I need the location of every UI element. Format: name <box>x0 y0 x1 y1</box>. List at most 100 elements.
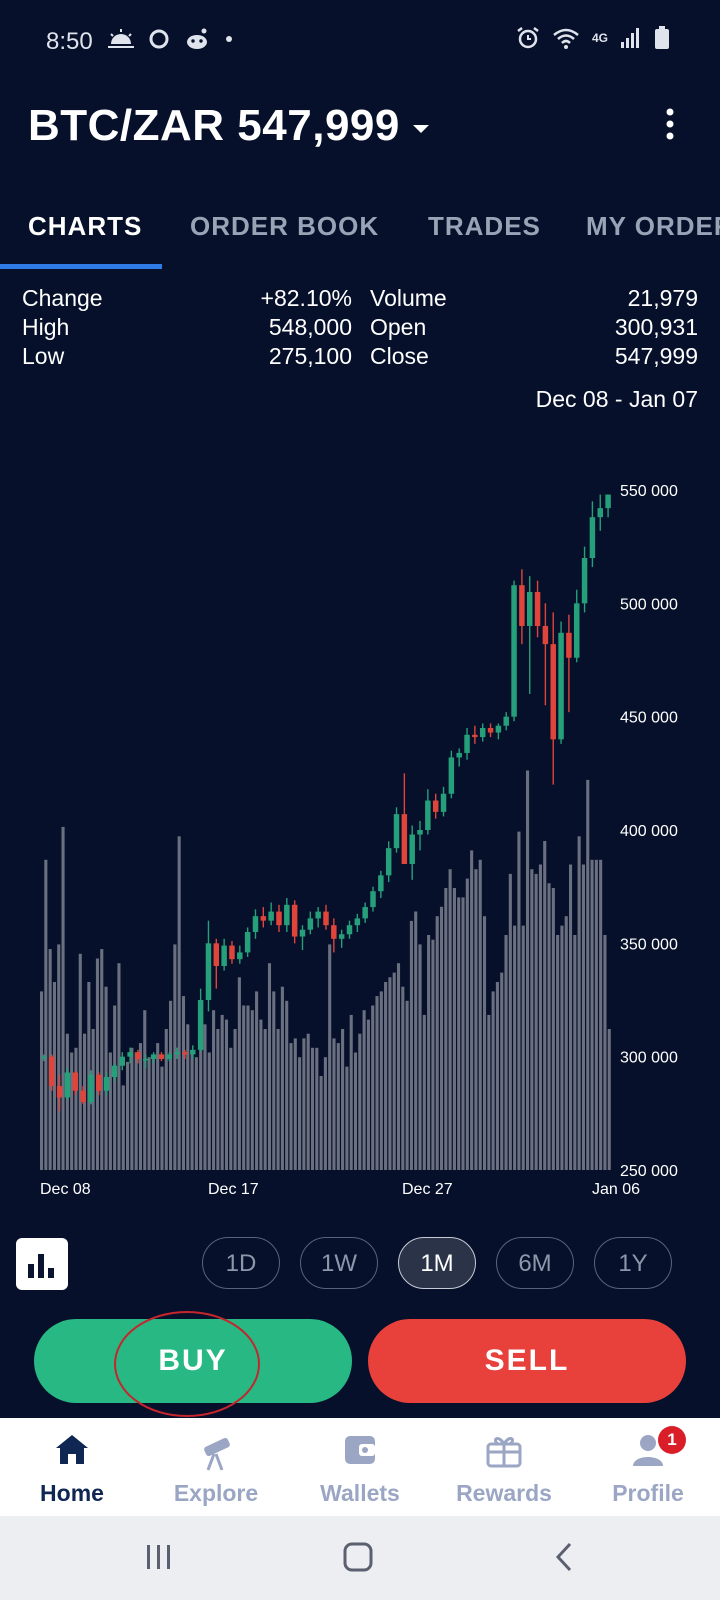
notification-badge: 1 <box>658 1426 686 1454</box>
volume-bar <box>95 958 100 1170</box>
candle-body <box>331 925 337 939</box>
candlestick <box>291 900 298 944</box>
sell-button[interactable]: SELL <box>368 1319 686 1403</box>
volume-bar <box>160 1066 164 1170</box>
nav-rewards[interactable]: Rewards <box>432 1418 576 1516</box>
candle-body <box>213 943 220 966</box>
volume-bar <box>289 1043 293 1170</box>
low-value: 275,100 <box>268 343 352 369</box>
period-1d[interactable]: 1D <box>202 1237 280 1289</box>
profile-icon <box>633 1435 663 1466</box>
candlestick <box>542 603 549 706</box>
candlestick <box>158 1052 165 1062</box>
volume-bar <box>190 1052 194 1170</box>
candle-body <box>378 875 384 892</box>
active-tab-indicator <box>0 264 162 269</box>
bottom-navigation: Home Explore Wallets Rewards 1 Profile <box>0 1418 720 1516</box>
volume-bar <box>216 1029 220 1170</box>
nav-explore[interactable]: Explore <box>144 1418 288 1516</box>
candle-body <box>299 929 306 937</box>
candlestick <box>143 1054 149 1068</box>
period-1m[interactable]: 1M <box>398 1237 476 1289</box>
candlestick <box>299 925 306 951</box>
back-icon[interactable] <box>552 1540 578 1574</box>
candle-body <box>574 603 580 658</box>
volume-bar <box>452 888 456 1170</box>
x-axis-label: Dec 08 <box>40 1181 91 1198</box>
volume-bar <box>379 991 383 1170</box>
x-axis-label: Dec 17 <box>208 1181 259 1198</box>
candle-body <box>88 1074 94 1102</box>
candlestick <box>244 927 251 957</box>
volume-bar <box>534 873 538 1170</box>
candle-body <box>252 916 259 932</box>
close-label: Close <box>370 343 429 369</box>
tab-trades[interactable]: TRADES <box>428 211 541 241</box>
low-label: Low <box>22 343 65 369</box>
candlestick <box>307 911 314 935</box>
volume-bar <box>461 897 465 1170</box>
candle-body <box>276 911 282 926</box>
candlestick <box>276 904 282 932</box>
volume-bar <box>315 1047 319 1170</box>
candlestick <box>56 1074 63 1112</box>
volume-bar <box>474 869 478 1170</box>
volume-bar <box>568 864 573 1170</box>
volume-bar <box>323 1057 327 1170</box>
candle-body <box>56 1086 63 1098</box>
candlestick <box>252 909 259 939</box>
candle-body <box>503 716 509 726</box>
x-axis-label: Dec 27 <box>402 1181 453 1198</box>
price-chart[interactable]: 550 000 500 000 450 000 400 000 350 000 300 0… <box>0 470 720 1230</box>
volume-bar <box>577 836 581 1170</box>
nav-profile[interactable]: 1 Profile <box>576 1418 720 1516</box>
volume-bar <box>306 1033 310 1170</box>
period-1w[interactable]: 1W <box>300 1237 378 1289</box>
tab-my-orders[interactable]: MY ORDERS <box>586 211 720 241</box>
candle-body <box>542 626 549 645</box>
candle-body <box>143 1058 149 1061</box>
candlestick <box>260 907 267 928</box>
volume-bar <box>341 1029 345 1170</box>
volume-bar <box>272 991 276 1170</box>
more-options-icon[interactable] <box>664 108 676 140</box>
candlestick <box>354 913 361 932</box>
system-navigation-bar <box>0 1516 720 1600</box>
candle-body <box>534 592 541 626</box>
chart-type-button[interactable] <box>16 1238 68 1290</box>
volume-bar <box>487 1014 491 1170</box>
period-1y[interactable]: 1Y <box>594 1237 672 1289</box>
volume-bar <box>65 1033 69 1170</box>
tab-charts[interactable]: CHARTS <box>28 211 143 241</box>
volume-bar <box>435 916 439 1170</box>
candle-body <box>370 891 376 908</box>
candle-body <box>362 907 368 919</box>
candlestick <box>393 807 400 853</box>
period-6m[interactable]: 6M <box>496 1237 574 1289</box>
home-button-icon[interactable] <box>340 1540 376 1574</box>
nav-wallets[interactable]: Wallets <box>288 1418 432 1516</box>
candle-body <box>49 1056 55 1087</box>
candlestick <box>315 907 321 928</box>
candlestick <box>331 918 337 953</box>
candle-body <box>72 1072 78 1091</box>
volume-bar <box>345 1066 349 1170</box>
nav-rewards-label: Rewards <box>456 1480 552 1506</box>
pair-selector[interactable]: BTC/ZAR 547,999 <box>28 96 430 156</box>
candlestick <box>88 1070 94 1105</box>
tab-order-book[interactable]: ORDER BOOK <box>190 211 380 241</box>
recent-apps-icon[interactable] <box>144 1540 174 1574</box>
candlestick <box>119 1052 126 1071</box>
candle-body <box>205 943 212 1000</box>
nav-home[interactable]: Home <box>0 1418 144 1516</box>
candle-body <box>291 904 298 937</box>
volume-bar <box>151 1057 155 1170</box>
volume-bar <box>457 897 461 1170</box>
volume-bar <box>388 977 392 1170</box>
candlestick <box>448 750 455 799</box>
y-axis-label: 550 000 <box>620 483 678 500</box>
candlestick <box>190 1045 196 1059</box>
candle-body <box>472 734 478 738</box>
volume-value: 21,979 <box>627 285 698 311</box>
volume-bar <box>263 1029 267 1170</box>
